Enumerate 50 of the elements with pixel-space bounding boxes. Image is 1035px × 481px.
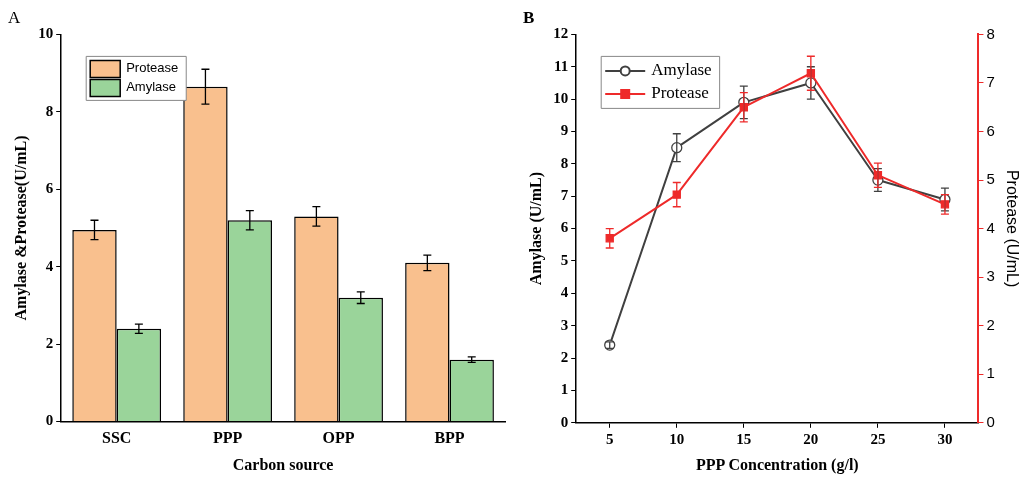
y2-tick-label: 4 [986, 218, 995, 236]
legend-label: Protease [651, 83, 709, 103]
y-tick-label: 8 [45, 102, 54, 119]
x-tick-label: 25 [870, 430, 886, 447]
y-tick-label: 8 [560, 154, 569, 171]
legend-label: Protease [126, 60, 179, 76]
y-tick-label: 0 [560, 413, 569, 430]
y-tick-label: 1 [560, 381, 569, 398]
y-tick-label: 6 [45, 180, 54, 197]
y-tick-label: 4 [560, 284, 569, 301]
y-axis-title: Amylase (U/mL) [526, 171, 545, 286]
y-tick-label: 9 [560, 122, 569, 139]
y2-tick-label: 3 [986, 267, 995, 285]
y-tick-label: 10 [553, 90, 569, 107]
y2-tick-label: 2 [986, 315, 995, 333]
y-axis-title: Amylase &Protease(U/mL) [11, 135, 30, 321]
point [672, 190, 681, 199]
y-tick-label: 5 [560, 251, 569, 268]
y2-tick-label: 5 [986, 170, 995, 188]
x-tick-label: 30 [937, 430, 953, 447]
chart-title: A [8, 7, 21, 27]
x-tick-label: PPP [212, 429, 243, 447]
y-tick-label: 0 [45, 412, 54, 429]
y-tick-label: 7 [560, 187, 569, 204]
x-axis-title: PPP Concentration (g/l) [696, 455, 859, 474]
y2-tick-label: 1 [986, 364, 995, 382]
y2-tick-label: 7 [986, 73, 995, 91]
y-tick-label: 6 [560, 219, 569, 236]
y2-tick-label: 0 [986, 412, 995, 430]
legend-label: Amylase [126, 79, 177, 95]
y2-axis-title: Protease (U/mL) [1003, 169, 1021, 288]
y-tick-label: 11 [554, 57, 569, 74]
y2-tick-label: 8 [986, 24, 995, 42]
y-tick-label: 3 [560, 316, 569, 333]
x-axis-title: Carbon source [232, 455, 334, 473]
y-tick-label: 2 [45, 335, 54, 352]
x-tick-label: SSC [102, 429, 132, 447]
y-tick-label: 10 [38, 25, 54, 42]
x-tick-label: 20 [803, 430, 819, 447]
x-tick-label: 10 [669, 430, 685, 447]
legend-label: Amylase [651, 60, 712, 80]
y-tick-label: 4 [45, 257, 54, 274]
x-tick-label: 5 [605, 430, 614, 447]
chart-title: B [523, 7, 535, 27]
y-tick-label: 12 [553, 25, 569, 42]
y2-tick-label: 6 [986, 121, 995, 139]
x-tick-label: OPP [322, 429, 355, 447]
x-tick-label: 15 [736, 430, 752, 447]
x-tick-label: BPP [434, 429, 465, 447]
y-tick-label: 2 [560, 348, 569, 365]
